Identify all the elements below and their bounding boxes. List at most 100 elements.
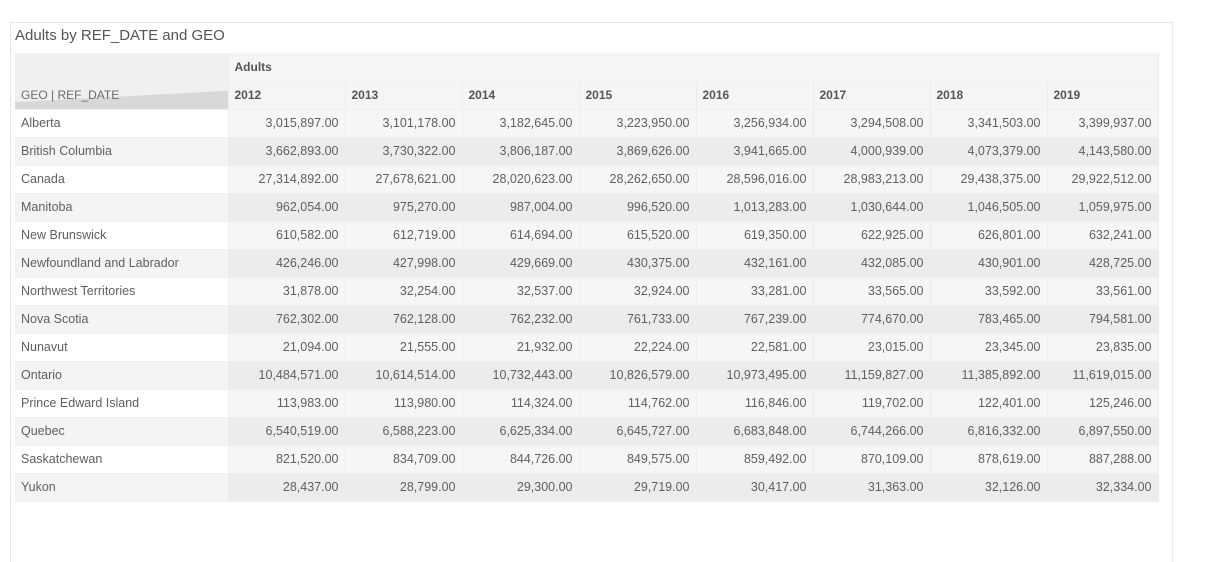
- column-header-2015: 2015: [579, 81, 697, 109]
- table-cell: 125,246.00: [1047, 389, 1159, 417]
- row-label: Nunavut: [15, 333, 229, 361]
- table-cell: 28,262,650.00: [579, 165, 697, 193]
- table-cell: 610,582.00: [228, 221, 346, 249]
- row-label: Saskatchewan: [15, 445, 229, 473]
- table-row: Yukon 28,437.00 28,799.00 29,300.00 29,719.0…: [15, 473, 1159, 501]
- table-row: Prince Edward Island 113,983.00 113,980.00…: [15, 389, 1159, 417]
- table-cell: 975,270.00: [345, 193, 463, 221]
- table-cell: 11,619,015.00: [1047, 361, 1159, 389]
- table-cell: 27,678,621.00: [345, 165, 463, 193]
- table-cell: 432,085.00: [813, 249, 931, 277]
- table-cell: 32,254.00: [345, 277, 463, 305]
- column-header-2017: 2017: [813, 81, 931, 109]
- column-header-2016: 2016: [696, 81, 814, 109]
- table-row: Nunavut 21,094.00 21,555.00 21,932.00 22,224…: [15, 333, 1159, 361]
- table-cell: 762,302.00: [228, 305, 346, 333]
- table-cell: 113,983.00: [228, 389, 346, 417]
- row-label: Prince Edward Island: [15, 389, 229, 417]
- row-label: Alberta: [15, 109, 229, 137]
- table-cell: 28,020,623.00: [462, 165, 580, 193]
- row-label: Manitoba: [15, 193, 229, 221]
- table-cell: 30,417.00: [696, 473, 814, 501]
- table-cell: 11,385,892.00: [930, 361, 1048, 389]
- table-cell: 119,702.00: [813, 389, 931, 417]
- table-cell: 29,719.00: [579, 473, 697, 501]
- table-body: Alberta 3,015,897.00 3,101,178.00 3,182,645…: [15, 109, 1159, 501]
- table-cell: 3,941,665.00: [696, 137, 814, 165]
- table-cell: 29,438,375.00: [930, 165, 1048, 193]
- table-row: Canada 27,314,892.00 27,678,621.00 28,020,6…: [15, 165, 1159, 193]
- table-cell: 6,897,550.00: [1047, 417, 1159, 445]
- table-cell: 3,341,503.00: [930, 109, 1048, 137]
- table-cell: 3,223,950.00: [579, 109, 697, 137]
- table-cell: 428,725.00: [1047, 249, 1159, 277]
- column-header-2018: 2018: [930, 81, 1048, 109]
- measure-header-spacer: [15, 53, 229, 81]
- table-cell: 33,281.00: [696, 277, 814, 305]
- table-cell: 10,484,571.00: [228, 361, 346, 389]
- table-cell: 6,540,519.00: [228, 417, 346, 445]
- table-cell: 3,399,937.00: [1047, 109, 1159, 137]
- table-cell: 29,922,512.00: [1047, 165, 1159, 193]
- table-cell: 33,565.00: [813, 277, 931, 305]
- table-cell: 6,645,727.00: [579, 417, 697, 445]
- row-label: British Columbia: [15, 137, 229, 165]
- table-cell: 3,294,508.00: [813, 109, 931, 137]
- table-cell: 11,159,827.00: [813, 361, 931, 389]
- table-cell: 844,726.00: [462, 445, 580, 473]
- table-cell: 1,013,283.00: [696, 193, 814, 221]
- table-cell: 21,094.00: [228, 333, 346, 361]
- table-cell: 430,901.00: [930, 249, 1048, 277]
- table-cell: 619,350.00: [696, 221, 814, 249]
- table-cell: 432,161.00: [696, 249, 814, 277]
- table-cell: 23,345.00: [930, 333, 1048, 361]
- table-cell: 615,520.00: [579, 221, 697, 249]
- table-cell: 3,182,645.00: [462, 109, 580, 137]
- table-cell: 626,801.00: [930, 221, 1048, 249]
- table-cell: 33,561.00: [1047, 277, 1159, 305]
- table-cell: 4,073,379.00: [930, 137, 1048, 165]
- table-cell: 429,669.00: [462, 249, 580, 277]
- data-table: Adults GEO | REF_DATE 2012 2013 2014 2015 20…: [15, 53, 1159, 502]
- table-cell: 6,683,848.00: [696, 417, 814, 445]
- table-cell: 887,288.00: [1047, 445, 1159, 473]
- row-label: Ontario: [15, 361, 229, 389]
- table-panel: Adults by REF_DATE and GEO Adults GEO | …: [10, 22, 1173, 562]
- table-row: Quebec 6,540,519.00 6,588,223.00 6,625,334.…: [15, 417, 1159, 445]
- table-cell: 762,232.00: [462, 305, 580, 333]
- table-cell: 6,588,223.00: [345, 417, 463, 445]
- table-cell: 21,555.00: [345, 333, 463, 361]
- measure-header-row: Adults: [15, 53, 1159, 81]
- measure-header: Adults: [228, 53, 1159, 81]
- table-row: Ontario 10,484,571.00 10,614,514.00 10,732,…: [15, 361, 1159, 389]
- table-cell: 6,625,334.00: [462, 417, 580, 445]
- table-row: Saskatchewan 821,520.00 834,709.00 844,726.…: [15, 445, 1159, 473]
- table-cell: 33,592.00: [930, 277, 1048, 305]
- table-row: British Columbia 3,662,893.00 3,730,322.00…: [15, 137, 1159, 165]
- table-cell: 32,537.00: [462, 277, 580, 305]
- table-cell: 426,246.00: [228, 249, 346, 277]
- corner-header: GEO | REF_DATE: [15, 81, 229, 109]
- table-cell: 3,015,897.00: [228, 109, 346, 137]
- table-cell: 3,256,934.00: [696, 109, 814, 137]
- row-label: New Brunswick: [15, 221, 229, 249]
- table-cell: 10,732,443.00: [462, 361, 580, 389]
- table-cell: 1,059,975.00: [1047, 193, 1159, 221]
- table-cell: 987,004.00: [462, 193, 580, 221]
- table-cell: 28,983,213.00: [813, 165, 931, 193]
- table-cell: 762,128.00: [345, 305, 463, 333]
- table-cell: 622,925.00: [813, 221, 931, 249]
- table-cell: 427,998.00: [345, 249, 463, 277]
- table-cell: 122,401.00: [930, 389, 1048, 417]
- table-cell: 3,869,626.00: [579, 137, 697, 165]
- table-cell: 32,126.00: [930, 473, 1048, 501]
- table-cell: 430,375.00: [579, 249, 697, 277]
- corner-label: GEO | REF_DATE: [21, 88, 120, 102]
- column-header-2019: 2019: [1047, 81, 1159, 109]
- table-cell: 23,015.00: [813, 333, 931, 361]
- table-cell: 32,924.00: [579, 277, 697, 305]
- table-cell: 114,324.00: [462, 389, 580, 417]
- table-cell: 783,465.00: [930, 305, 1048, 333]
- table-cell: 767,239.00: [696, 305, 814, 333]
- table-cell: 821,520.00: [228, 445, 346, 473]
